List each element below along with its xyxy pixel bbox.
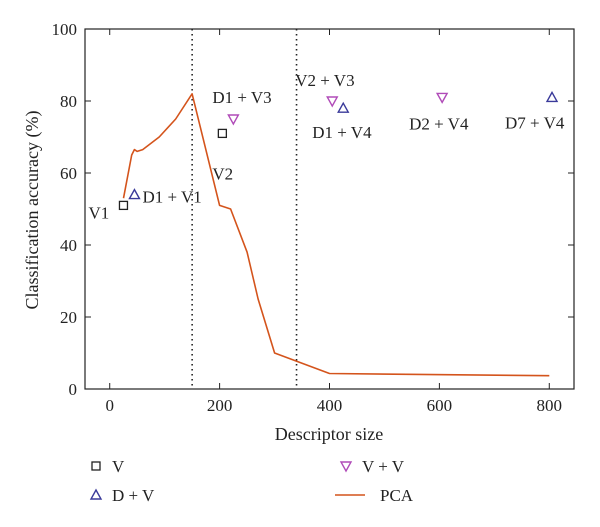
- legend-label: V: [112, 457, 125, 476]
- y-tick-label: 100: [52, 20, 78, 39]
- legend-marker: [89, 488, 103, 500]
- point-annotation: D1 + V1: [142, 188, 201, 207]
- legend-label: PCA: [380, 486, 414, 505]
- data-point: [435, 92, 449, 104]
- x-tick-label: 600: [427, 396, 453, 415]
- plot-area: V1 V2 D1 + V1 D1 + V4 D7 + V4 D1 + V3 V2 + V3 D…: [84, 28, 575, 390]
- legend-item: V + V: [339, 457, 405, 476]
- x-axis-title: Descriptor size: [275, 424, 383, 444]
- y-tick-label: 80: [60, 92, 77, 111]
- point-annotation: V2 + V3: [295, 71, 354, 90]
- x-tick-label: 800: [537, 396, 563, 415]
- legend-item: D + V: [89, 486, 155, 505]
- y-tick-label: 0: [69, 380, 78, 399]
- legend-marker: [339, 461, 353, 473]
- x-axis-ticks: 0 200 400 600 800: [105, 29, 562, 415]
- legend-item: PCA: [335, 486, 414, 505]
- data-point: [118, 200, 129, 211]
- point-annotation: D1 + V3: [212, 88, 271, 107]
- point-annotation: V1: [88, 203, 109, 222]
- y-tick-label: 60: [60, 164, 77, 183]
- data-point: [128, 188, 141, 200]
- data-point: [227, 114, 240, 126]
- x-tick-label: 0: [105, 396, 114, 415]
- y-tick-label: 20: [60, 308, 77, 327]
- legend-label: D + V: [112, 486, 155, 505]
- data-point: [337, 101, 350, 113]
- legend-marker: [91, 461, 101, 471]
- data-point: [217, 128, 228, 139]
- y-tick-label: 40: [60, 236, 77, 255]
- pca-series-line: [122, 93, 550, 377]
- x-tick-label: 200: [207, 396, 233, 415]
- legend: V D + V V + V PCA: [89, 457, 414, 505]
- x-tick-label: 400: [317, 396, 343, 415]
- point-annotation: V2: [212, 164, 233, 183]
- legend-label: V + V: [362, 457, 405, 476]
- legend-item: V: [91, 457, 125, 476]
- y-axis-title: Classification accuracy (%): [22, 111, 43, 310]
- data-point: [326, 96, 339, 108]
- y-axis-ticks: 0 20 40 60 80 100: [52, 20, 574, 399]
- point-annotation: D2 + V4: [409, 114, 469, 133]
- point-annotation: D1 + V4: [312, 123, 372, 142]
- data-point: [545, 90, 559, 103]
- point-annotation: D7 + V4: [505, 113, 565, 132]
